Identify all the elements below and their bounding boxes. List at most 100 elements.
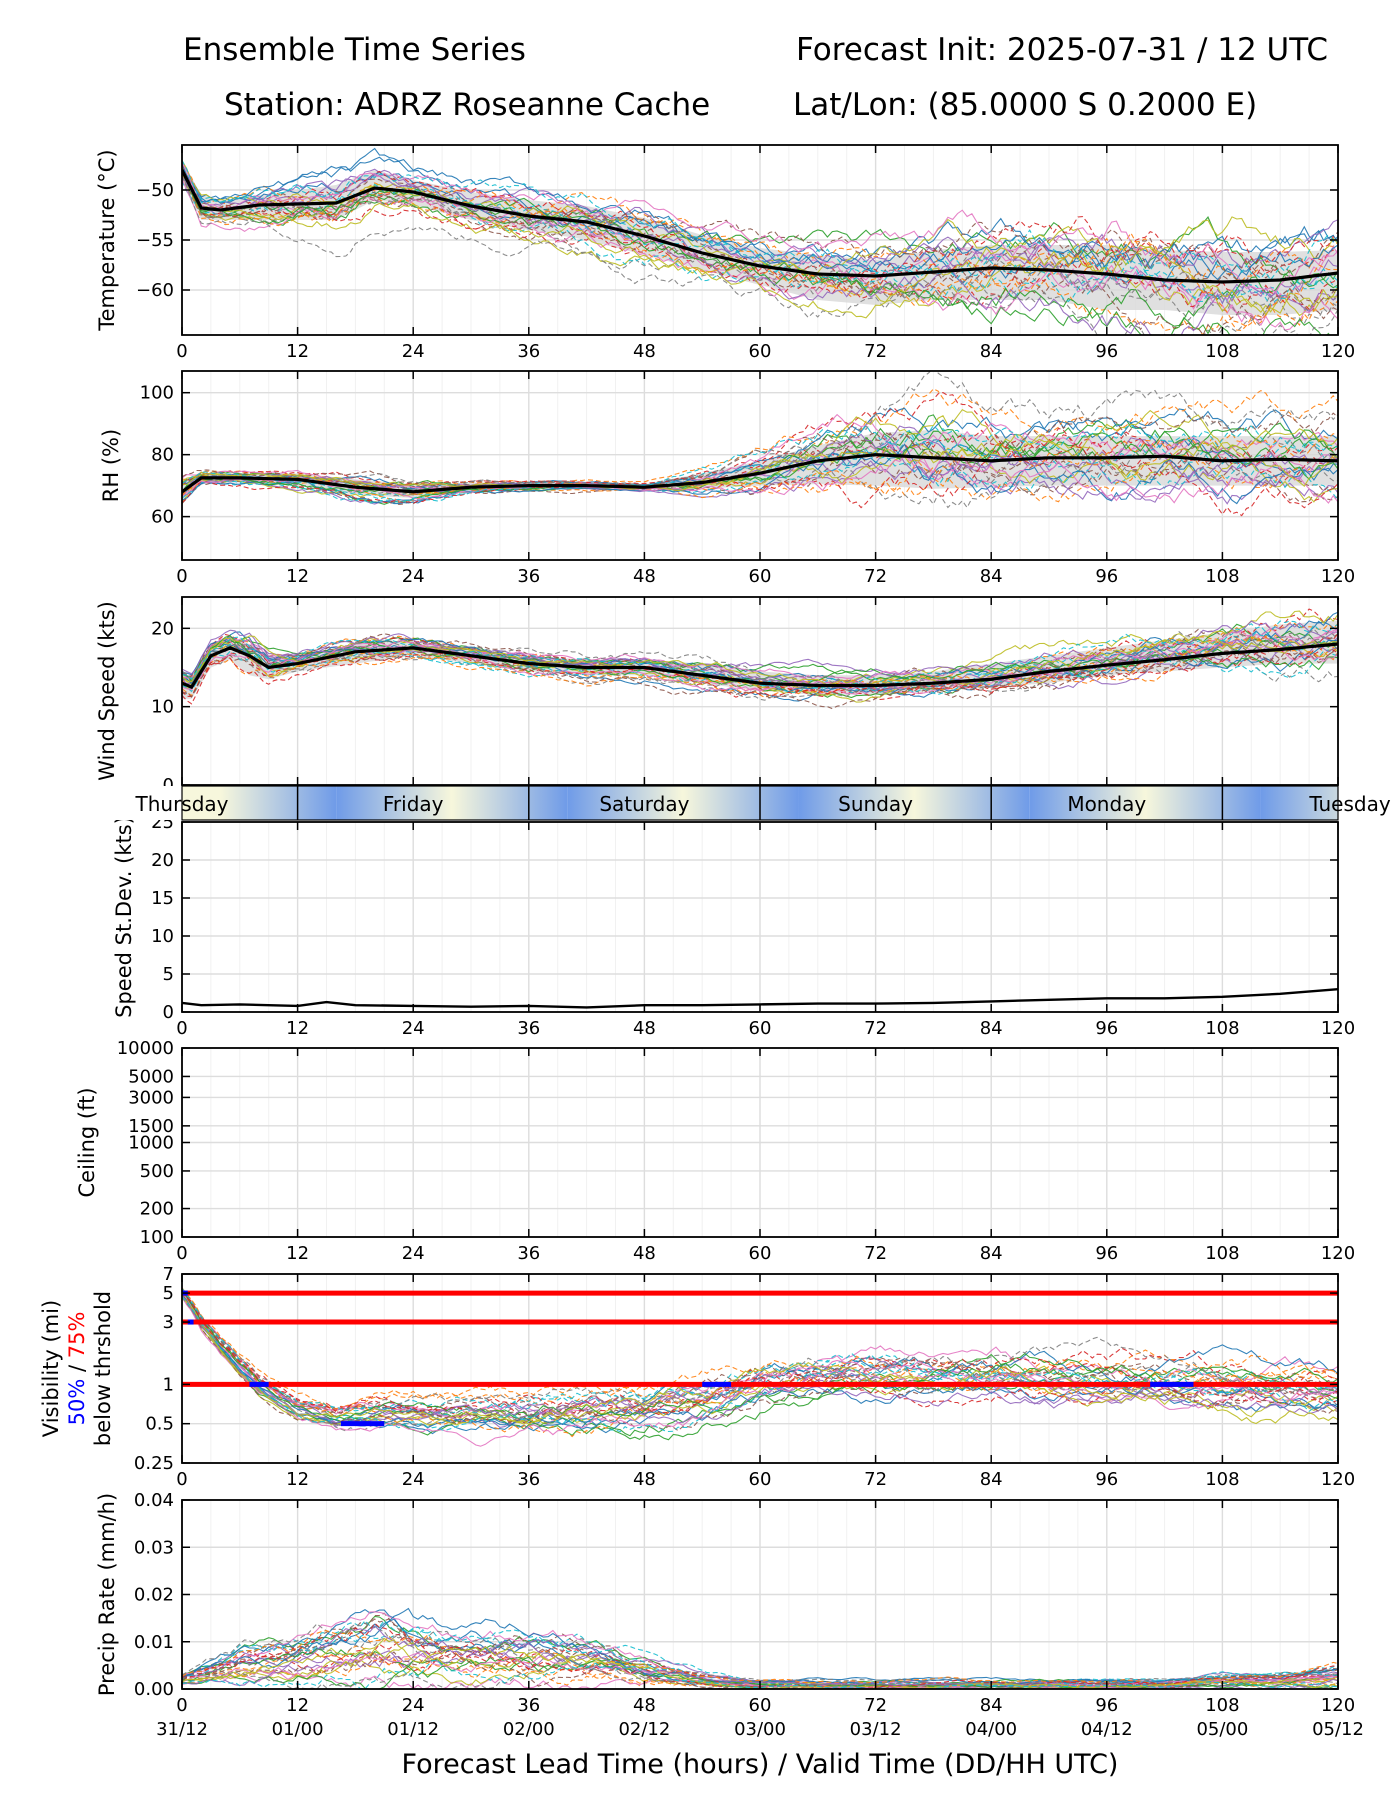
x-tick-label: 24: [402, 1018, 425, 1039]
prob-label-part: /: [65, 1358, 89, 1378]
ensemble-member-line: [182, 1290, 1338, 1425]
y-tick-label: 20: [151, 850, 174, 871]
prob-label-part: 50%: [65, 1379, 89, 1426]
y-tick-label: 0: [163, 775, 174, 796]
y-tick-label: 500: [140, 1161, 174, 1182]
y-axis-below-label: below thrshold: [91, 1291, 115, 1446]
x-tick-label: 120: [1321, 1243, 1355, 1264]
valid-time-label: 31/12: [156, 1719, 208, 1740]
plot-area-0: [182, 147, 1338, 335]
panel-0: 0 12 24 36 48 60 72 84 96 108 120 −60 −55 −50 Temperat…: [95, 144, 1355, 362]
x-tick-label: 96: [1095, 566, 1118, 587]
ensemble-member-line: [182, 630, 1338, 692]
plot-area-1: [182, 371, 1338, 517]
x-tick-label: 48: [633, 566, 656, 587]
x-tick-label: 36: [517, 341, 540, 362]
x-tick-label: 96: [1095, 1469, 1118, 1490]
valid-time-label: 02/12: [618, 1719, 670, 1740]
ensemble-member-line: [182, 147, 1338, 281]
y-tick-label: −50: [136, 180, 174, 201]
x-tick-label: 72: [864, 566, 887, 587]
x-tick-label: 96: [1095, 1695, 1118, 1716]
ensemble-member-line: [182, 439, 1338, 497]
forecast-init-label: Forecast Init: 2025-07-31 / 12 UTC: [796, 32, 1328, 68]
y-tick-label: 7: [163, 1264, 174, 1285]
y-tick-label: 0: [163, 1002, 174, 1023]
figure-title-left: Ensemble Time Series: [183, 32, 526, 68]
ensemble-member-line: [182, 1291, 1338, 1416]
x-tick-label: 60: [749, 566, 772, 587]
x-tick-label: 96: [1095, 1243, 1118, 1264]
day-band: Thursday Friday Saturday Sunday Monday Tuesda…: [0, 785, 1400, 821]
day-label: Tuesday: [1308, 792, 1391, 816]
x-tick-label: 12: [286, 1243, 309, 1264]
y-axis-label: Temperature (°C): [95, 149, 119, 331]
y-axis-label: Ceiling (ft): [75, 1087, 99, 1197]
ensemble-member-line: [182, 633, 1338, 700]
x-tick-label: 72: [864, 1469, 887, 1490]
ensemble-member-line: [182, 160, 1338, 303]
panel-1: 0 12 24 36 48 60 72 84 96 108 120 60 80 100 RH (%): [99, 370, 1355, 587]
x-tick-label: 36: [517, 1243, 540, 1264]
x-tick-label: 108: [1205, 566, 1239, 587]
x-tick-label: 0: [176, 1469, 187, 1490]
ensemble-member-line: [182, 171, 1338, 335]
x-axis-bottom: 31/12 01/00 01/12 02/00 02/12 03/00 03/12 04/00…: [156, 1719, 1364, 1780]
ensemble-member-line: [182, 631, 1338, 691]
x-tick-label: 36: [517, 1695, 540, 1716]
latlon-label: Lat/Lon: (85.0000 S 0.2000 E): [793, 87, 1258, 123]
x-tick-label: 120: [1321, 1695, 1355, 1716]
x-axis-label: Forecast Lead Time (hours) / Valid Time …: [402, 1749, 1119, 1780]
x-tick-label: 48: [633, 1469, 656, 1490]
x-tick-label: 72: [864, 1018, 887, 1039]
x-tick-label: 0: [176, 566, 187, 587]
y-axis-label: Speed St.Dev. (kts): [112, 816, 136, 1018]
x-tick-label: 60: [749, 341, 772, 362]
x-tick-label: 0: [176, 1018, 187, 1039]
ensemble-member-line: [182, 174, 1338, 335]
ensemble-member-line: [182, 1296, 1338, 1426]
x-tick-label: 120: [1321, 1018, 1355, 1039]
x-tick-label: 72: [864, 1695, 887, 1716]
x-tick-label: 36: [517, 566, 540, 587]
x-tick-label: 84: [980, 341, 1003, 362]
x-tick-label: 48: [633, 1695, 656, 1716]
y-tick-label: 0.25: [134, 1453, 174, 1474]
y-axis-prob-label: 50% / 75%: [65, 1312, 89, 1426]
ensemble-member-line: [182, 633, 1338, 705]
y-axis-label: Wind Speed (kts): [95, 601, 119, 781]
y-tick-label: 0.04: [134, 1490, 174, 1511]
x-tick-label: 60: [749, 1243, 772, 1264]
x-tick-label: 96: [1095, 341, 1118, 362]
ensemble-member-line: [182, 164, 1338, 308]
ensemble-member-line: [182, 650, 1338, 710]
ensemble-member-line: [182, 388, 1338, 486]
x-tick-label: 12: [286, 1469, 309, 1490]
y-tick-label: 10: [151, 697, 174, 718]
valid-time-label: 01/12: [387, 1719, 439, 1740]
ensemble-mean-line: [182, 988, 1338, 1009]
x-tick-label: 24: [402, 341, 425, 362]
ensemble-member-line: [182, 156, 1338, 269]
x-tick-label: 60: [749, 1469, 772, 1490]
x-tick-label: 84: [980, 1018, 1003, 1039]
x-tick-label: 48: [633, 1243, 656, 1264]
day-label: Saturday: [599, 792, 689, 816]
y-tick-label: 1: [163, 1374, 174, 1395]
y-tick-label: −55: [136, 230, 174, 251]
ensemble-member-line: [182, 608, 1338, 701]
x-tick-label: 12: [286, 1695, 309, 1716]
valid-time-label: 04/00: [965, 1719, 1017, 1740]
grid-5: [181, 1273, 1339, 1464]
ensemble-member-line: [182, 1294, 1338, 1437]
ensemble-member-line: [182, 1645, 1338, 1689]
day-label: Monday: [1067, 792, 1146, 816]
x-tick-label: 36: [517, 1018, 540, 1039]
valid-time-label: 01/00: [272, 1719, 324, 1740]
y-tick-label: 5: [163, 964, 174, 985]
ensemble-member-line: [182, 636, 1338, 697]
x-tick-label: 108: [1205, 1469, 1239, 1490]
day-gradient-block: [798, 786, 1030, 820]
y-tick-label: 5000: [128, 1066, 174, 1087]
ensemble-member-line: [182, 162, 1338, 294]
